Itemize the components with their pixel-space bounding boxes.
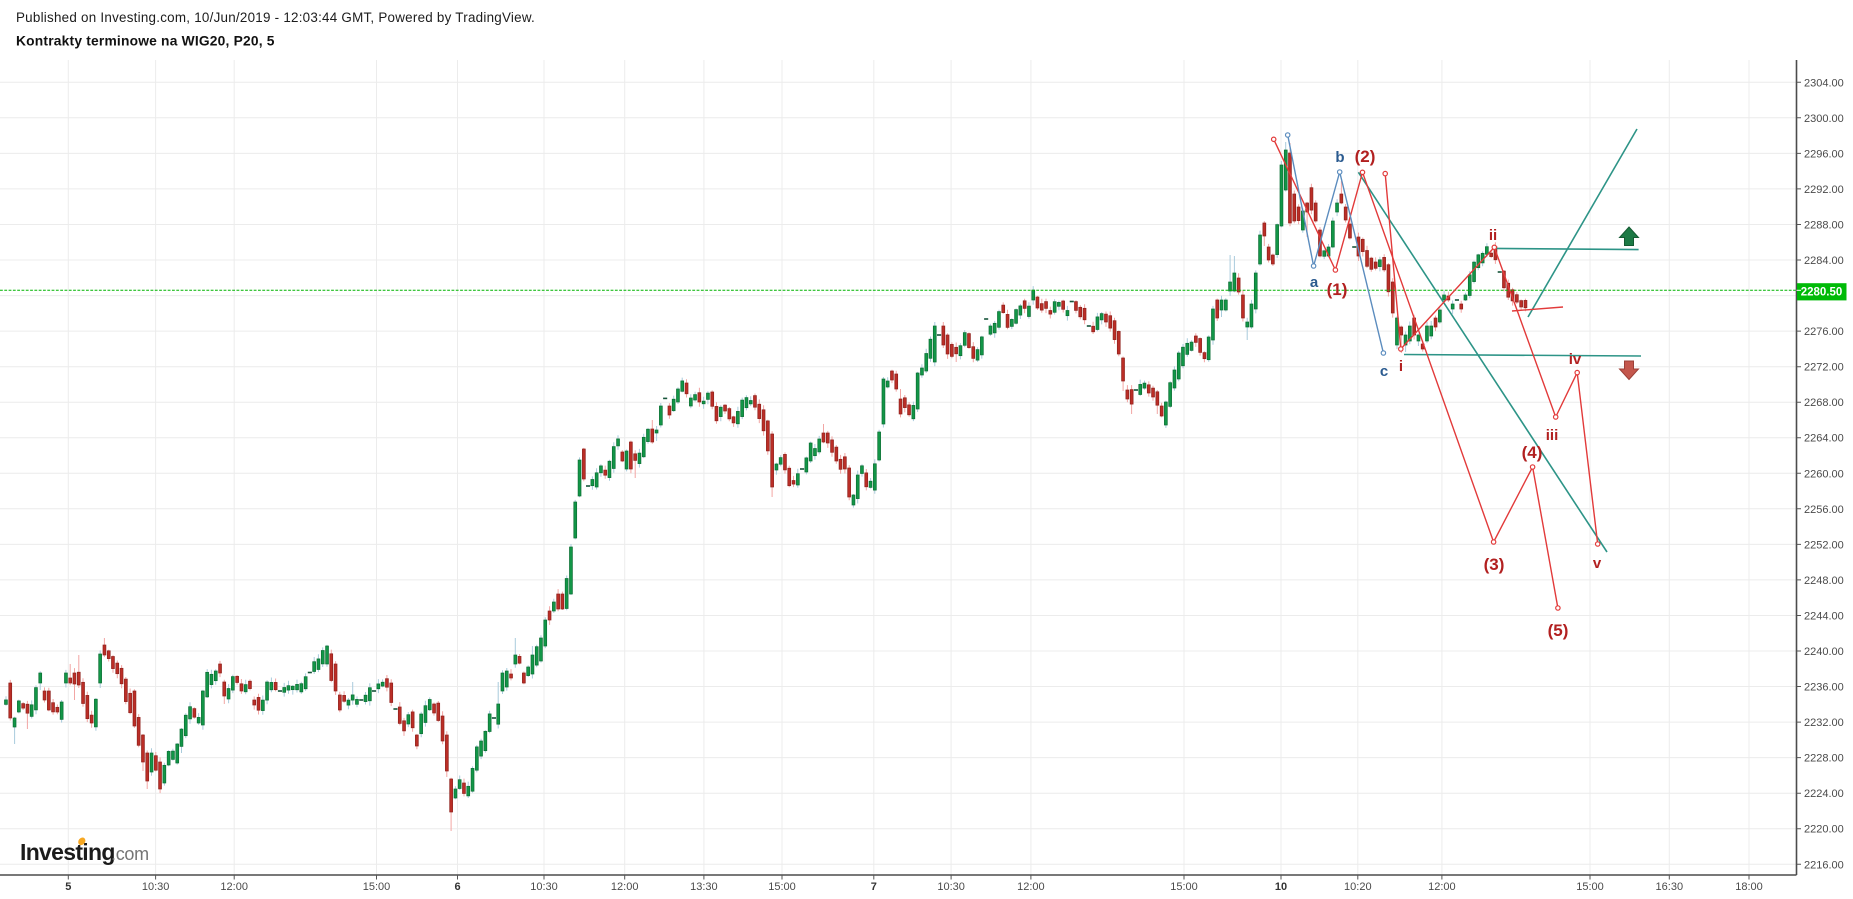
svg-text:16:30: 16:30 — [1656, 881, 1684, 893]
svg-text:(1): (1) — [1327, 280, 1348, 299]
svg-text:10: 10 — [1275, 881, 1287, 893]
svg-text:2256.00: 2256.00 — [1804, 504, 1844, 516]
svg-text:13:30: 13:30 — [690, 881, 718, 893]
svg-text:(4): (4) — [1522, 443, 1543, 462]
svg-text:Investing: Investing — [20, 839, 115, 865]
svg-text:i: i — [1399, 358, 1403, 375]
svg-text:15:00: 15:00 — [1576, 881, 1604, 893]
svg-text:2240.00: 2240.00 — [1804, 646, 1844, 658]
svg-text:12:00: 12:00 — [1017, 881, 1045, 893]
svg-text:2292.00: 2292.00 — [1804, 184, 1844, 196]
svg-text:2276.00: 2276.00 — [1804, 326, 1844, 338]
svg-text:(5): (5) — [1548, 621, 1569, 640]
svg-text:iii: iii — [1546, 427, 1559, 444]
svg-text:2252.00: 2252.00 — [1804, 539, 1844, 551]
svg-text:2260.00: 2260.00 — [1804, 468, 1844, 480]
svg-text:2268.00: 2268.00 — [1804, 397, 1844, 409]
svg-text:2296.00: 2296.00 — [1804, 148, 1844, 160]
svg-text:10:20: 10:20 — [1344, 881, 1372, 893]
svg-text:15:00: 15:00 — [1170, 881, 1198, 893]
svg-text:15:00: 15:00 — [363, 881, 391, 893]
svg-text:2228.00: 2228.00 — [1804, 753, 1844, 765]
svg-text:2280.50: 2280.50 — [1801, 286, 1843, 298]
svg-text:iv: iv — [1569, 351, 1582, 368]
svg-text:(3): (3) — [1484, 555, 1505, 574]
svg-text:12:00: 12:00 — [1428, 881, 1456, 893]
svg-text:2244.00: 2244.00 — [1804, 611, 1844, 623]
svg-text:.com: .com — [111, 844, 149, 864]
svg-text:2232.00: 2232.00 — [1804, 717, 1844, 729]
svg-text:12:00: 12:00 — [611, 881, 639, 893]
svg-text:ii: ii — [1489, 227, 1497, 244]
svg-text:Kontrakty terminowe na WIG20,: Kontrakty terminowe na WIG20, P20, 5 — [16, 33, 275, 48]
svg-text:6: 6 — [454, 881, 460, 893]
svg-text:2272.00: 2272.00 — [1804, 362, 1844, 374]
svg-text:(2): (2) — [1355, 147, 1376, 166]
svg-text:2224.00: 2224.00 — [1804, 788, 1844, 800]
svg-text:2216.00: 2216.00 — [1804, 859, 1844, 871]
svg-text:12:00: 12:00 — [220, 881, 248, 893]
svg-text:2236.00: 2236.00 — [1804, 682, 1844, 694]
svg-text:5: 5 — [65, 881, 71, 893]
svg-text:Published on Investing.com, 10: Published on Investing.com, 10/Jun/2019 … — [16, 10, 535, 25]
svg-text:18:00: 18:00 — [1735, 881, 1763, 893]
svg-text:10:30: 10:30 — [937, 881, 965, 893]
svg-text:c: c — [1380, 363, 1388, 380]
svg-text:2288.00: 2288.00 — [1804, 220, 1844, 232]
svg-text:10:30: 10:30 — [530, 881, 558, 893]
svg-text:v: v — [1593, 555, 1602, 572]
svg-text:2300.00: 2300.00 — [1804, 113, 1844, 125]
svg-text:2264.00: 2264.00 — [1804, 433, 1844, 445]
svg-text:15:00: 15:00 — [768, 881, 796, 893]
svg-text:10:30: 10:30 — [142, 881, 170, 893]
svg-text:7: 7 — [871, 881, 877, 893]
svg-text:2248.00: 2248.00 — [1804, 575, 1844, 587]
svg-text:2284.00: 2284.00 — [1804, 255, 1844, 267]
svg-text:a: a — [1310, 274, 1319, 291]
svg-text:b: b — [1335, 149, 1344, 166]
svg-text:2220.00: 2220.00 — [1804, 824, 1844, 836]
svg-text:2304.00: 2304.00 — [1804, 77, 1844, 89]
